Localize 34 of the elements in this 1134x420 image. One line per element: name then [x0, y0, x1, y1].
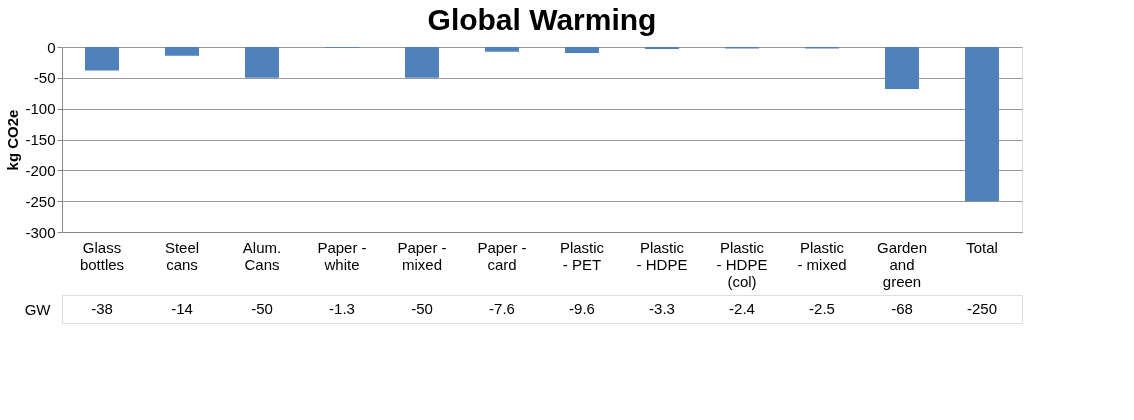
y-tick-label: -150 [25, 131, 56, 148]
text: GW [24, 300, 52, 318]
data-label: -7.6 [489, 300, 515, 317]
x-tick-label: Total [966, 238, 998, 256]
data-label: -14 [171, 300, 193, 317]
data-label: -250 [966, 300, 998, 317]
x-tick-label: Garden and green [876, 238, 928, 290]
data-label: -50 [251, 300, 273, 317]
x-tick-label: Paper - card [477, 238, 527, 273]
data-label: -2.4 [729, 300, 755, 317]
data-label: -68 [891, 300, 913, 317]
data-label: -1.3 [329, 300, 355, 317]
chart-title: Global Warming [427, 3, 657, 36]
y-tick-label: 0 [47, 38, 56, 56]
x-tick-label: Plastic - mixed [797, 238, 847, 273]
x-tick-label: Paper - mixed [397, 238, 447, 273]
x-tick-label: Alum. Cans [242, 238, 282, 273]
data-label: -3.3 [649, 300, 675, 317]
y-axis-title: kg CO2e [4, 109, 22, 171]
x-tick-label: Paper - white [317, 238, 367, 273]
x-tick-label: Glass bottles [79, 238, 125, 273]
data-label: -50 [411, 300, 433, 317]
y-tick-label: -250 [25, 192, 56, 210]
x-tick-label: Plastic - HDPE (col) [716, 238, 768, 290]
y-tick-label: -50 [33, 69, 56, 87]
y-tick-label: -300 [25, 223, 56, 241]
x-tick-label: Plastic - PET [559, 238, 605, 273]
data-label: -9.6 [569, 300, 595, 317]
data-label: -38 [91, 300, 113, 317]
y-tick-label: -100 [25, 100, 56, 118]
x-tick-label: Plastic - HDPE [636, 238, 688, 273]
x-tick-label: Steel cans [164, 238, 200, 273]
y-tick-label: -200 [25, 161, 56, 179]
data-label: -2.5 [809, 300, 835, 317]
